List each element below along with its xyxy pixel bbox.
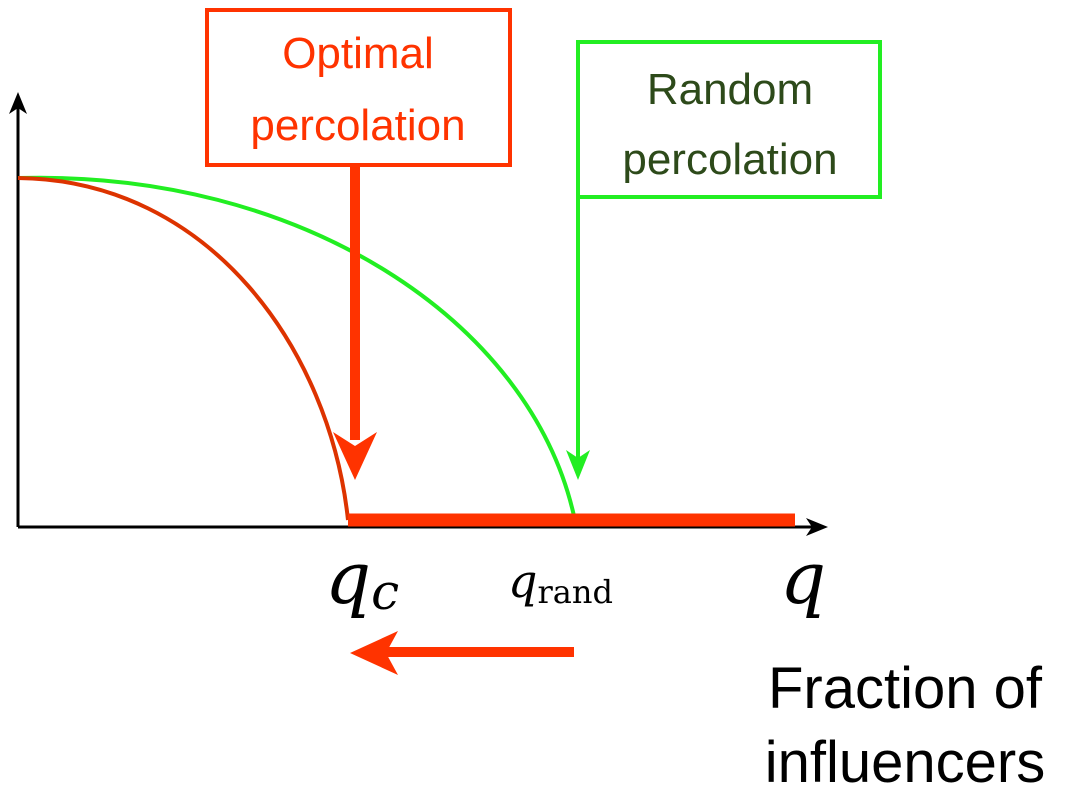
x-caption: Fraction of bbox=[768, 656, 1043, 721]
qrand-base: q bbox=[508, 554, 537, 608]
qc-label: qc bbox=[325, 536, 399, 621]
optimal-arrowhead bbox=[333, 432, 377, 480]
qrand-label: qrand bbox=[508, 554, 613, 611]
random-curve bbox=[17, 175, 576, 517]
x-axis-arrow bbox=[806, 518, 828, 536]
optimal-box bbox=[205, 8, 512, 167]
x-caption: influencers bbox=[765, 730, 1045, 789]
random-arrowhead bbox=[566, 450, 590, 480]
qc-sub: c bbox=[371, 563, 399, 621]
optimal-label: Optimal bbox=[282, 29, 434, 78]
random-box bbox=[576, 40, 882, 199]
optimal-curve bbox=[17, 176, 350, 521]
random-label: percolation bbox=[622, 135, 837, 184]
qrand-sub: rand bbox=[537, 573, 612, 611]
qc-base: q bbox=[325, 536, 371, 620]
random-label: Random bbox=[647, 65, 813, 114]
q-label: q bbox=[780, 536, 826, 620]
shift-arrowhead bbox=[350, 631, 398, 675]
y-axis-arrow bbox=[9, 92, 27, 114]
optimal-label: percolation bbox=[250, 101, 465, 150]
